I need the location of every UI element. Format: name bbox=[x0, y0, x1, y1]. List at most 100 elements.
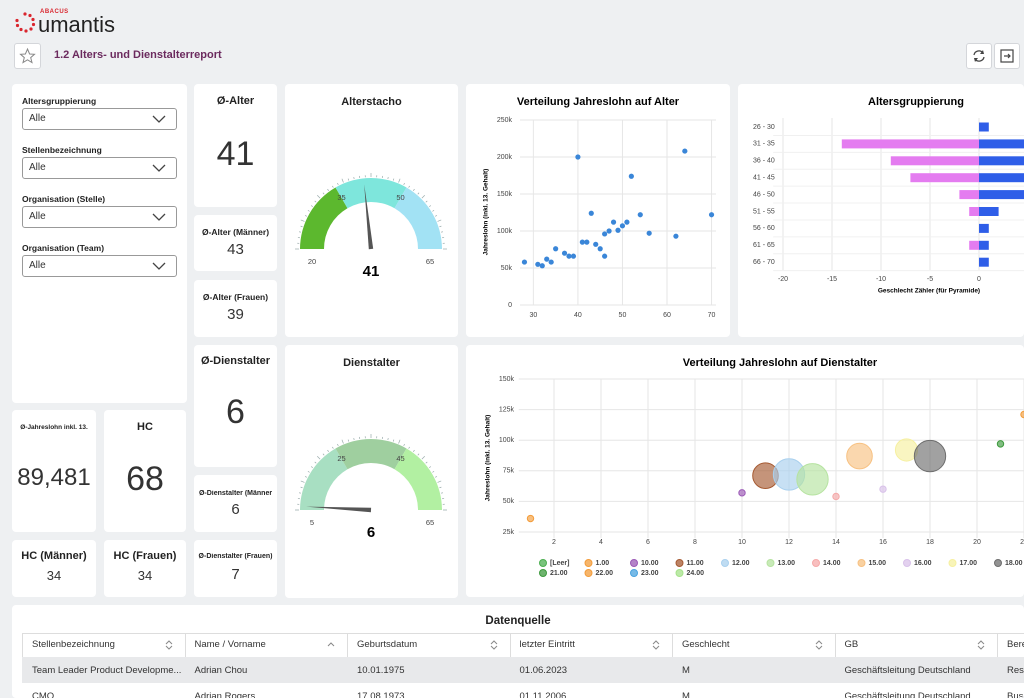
column-header[interactable]: GB bbox=[844, 639, 859, 650]
chevron bbox=[152, 115, 166, 123]
gauge-minor-tick bbox=[314, 461, 317, 464]
table-cell: Adrian Rogers bbox=[194, 691, 256, 698]
gauge-minor-tick bbox=[347, 439, 350, 442]
table-card: Datenquelle Stellenbezeichnung Name / Vorn… bbox=[12, 605, 1024, 698]
gauge-minor-tick bbox=[432, 210, 435, 212]
filter-label: Stellenbezeichnung bbox=[22, 145, 102, 155]
bar bbox=[979, 156, 1024, 166]
sort-icon bbox=[652, 640, 660, 650]
legend-label: 16.00 bbox=[914, 560, 932, 567]
gauge-minor-tick bbox=[425, 200, 428, 203]
bar bbox=[910, 173, 979, 183]
column-header[interactable]: Bere bbox=[1007, 639, 1024, 650]
y-tick-label: 36 - 40 bbox=[753, 158, 775, 165]
x-tick-label: 70 bbox=[708, 312, 716, 319]
sort-icon bbox=[490, 640, 497, 650]
legend-label: 15.00 bbox=[869, 560, 887, 567]
bar bbox=[979, 139, 1024, 149]
legend-label: 24.00 bbox=[687, 570, 705, 577]
gauge-band bbox=[394, 187, 442, 249]
y-tick-label: 125k bbox=[499, 406, 515, 413]
sort-icon bbox=[165, 640, 172, 650]
sort-icon bbox=[815, 640, 822, 650]
gauge-minor-tick bbox=[347, 178, 350, 181]
gauge-minor-tick bbox=[439, 486, 442, 489]
export-button[interactable] bbox=[994, 43, 1020, 69]
scatter-point bbox=[610, 219, 617, 225]
kpi-card: Ø-Alter (Männer) 43 bbox=[194, 215, 277, 271]
table-title: Datenquelle bbox=[485, 615, 551, 627]
x-tick-label: 50 bbox=[619, 312, 627, 319]
gauge-minor-tick bbox=[322, 453, 325, 456]
kpi-label: Ø-Alter bbox=[216, 95, 255, 108]
gauge-tick-label: 45 bbox=[396, 454, 404, 463]
gauge-band bbox=[335, 439, 407, 470]
filter-dropdown[interactable]: Alle bbox=[22, 157, 177, 179]
gauge-minor-tick bbox=[327, 188, 329, 191]
kpi-card: Ø-Dienstalter 6 bbox=[194, 345, 277, 467]
logo: umantis bbox=[38, 12, 116, 37]
filter-dropdown[interactable]: Alle bbox=[22, 255, 177, 277]
sort-both bbox=[652, 640, 660, 650]
column-divider bbox=[22, 633, 23, 658]
gauge-minor-tick bbox=[304, 215, 308, 217]
bubble-card: Verteilung Jahreslohn auf Dienstalter Jah… bbox=[466, 345, 1024, 597]
y-tick-label: 150k bbox=[499, 376, 515, 383]
table-cell: 01.11.2006 bbox=[519, 691, 567, 698]
favorite-button[interactable] bbox=[14, 43, 41, 69]
gauge-minor-tick bbox=[413, 188, 415, 191]
gauge-minor-tick bbox=[408, 446, 410, 449]
table-row[interactable] bbox=[22, 683, 1024, 698]
chevron-icon bbox=[152, 164, 166, 172]
x-tick-label: 8 bbox=[693, 539, 697, 546]
sort-icon bbox=[327, 642, 335, 647]
kpi-value: 34 bbox=[137, 568, 153, 584]
gauge-minor-tick bbox=[437, 219, 442, 222]
refresh-button[interactable] bbox=[966, 43, 992, 69]
x-tick-label: 30 bbox=[529, 312, 537, 319]
table-cell: CMO bbox=[32, 691, 55, 698]
filter-dropdown[interactable]: Alle bbox=[22, 206, 177, 228]
table-cell: Geschäftsleitung Deutschland bbox=[844, 665, 971, 676]
report-title: 1.2 Alters- und Dienstalterreport bbox=[54, 49, 222, 61]
legend-swatch bbox=[857, 559, 866, 567]
logo-small: ABACUS bbox=[40, 9, 69, 15]
gauge-minor-tick bbox=[307, 210, 310, 212]
filter-dropdown[interactable]: Alle bbox=[22, 108, 177, 130]
table-cell: Adrian Chou bbox=[194, 665, 248, 676]
chevron-icon bbox=[152, 213, 166, 221]
gauge-minor-tick bbox=[398, 178, 401, 183]
scatter-point bbox=[553, 246, 559, 252]
scatter-point bbox=[579, 239, 585, 245]
bar bbox=[979, 207, 999, 216]
kpi-card: HC (Frauen) 34 bbox=[104, 540, 186, 597]
legend-swatch bbox=[766, 559, 775, 567]
column-header[interactable]: Geburtsdatum bbox=[357, 639, 418, 650]
column-header[interactable]: Stellenbezeichnung bbox=[32, 639, 115, 650]
y-tick-label: 26 - 30 bbox=[753, 124, 775, 131]
column-header[interactable]: Name / Vorname bbox=[194, 639, 266, 650]
scatter-point bbox=[628, 173, 634, 179]
kpi-label: Ø-Alter (Frauen) bbox=[202, 291, 269, 302]
chart-svg: Verteilung Jahreslohn auf Dienstalter Jah… bbox=[485, 357, 1024, 577]
bubble bbox=[738, 489, 746, 497]
x-tick-label: -15 bbox=[827, 276, 837, 283]
legend-swatch bbox=[903, 559, 911, 567]
gauge-minor-tick bbox=[439, 225, 442, 228]
filter-panel: Altersgruppierung Alle Stellenbezeichnung A… bbox=[12, 84, 187, 403]
legend-swatch bbox=[994, 559, 1002, 567]
column-header[interactable]: letzter Eintritt bbox=[519, 639, 575, 650]
filter-value: Alle bbox=[29, 162, 46, 173]
scatter-point bbox=[602, 253, 608, 259]
gauge-minor-tick bbox=[300, 219, 305, 222]
scatter-point bbox=[584, 239, 590, 245]
bar bbox=[969, 240, 979, 250]
y-axis-label: Jahreslohn (inkl. 13. Gehalt) bbox=[485, 415, 492, 502]
gauge-minor-tick bbox=[408, 185, 410, 188]
bubble bbox=[846, 442, 873, 470]
column-header[interactable]: Geschlecht bbox=[682, 639, 730, 650]
column-divider bbox=[672, 633, 673, 658]
scatter-point bbox=[637, 212, 643, 218]
kpi-label: Ø-Dienstalter bbox=[200, 355, 271, 368]
chevron bbox=[152, 262, 166, 270]
